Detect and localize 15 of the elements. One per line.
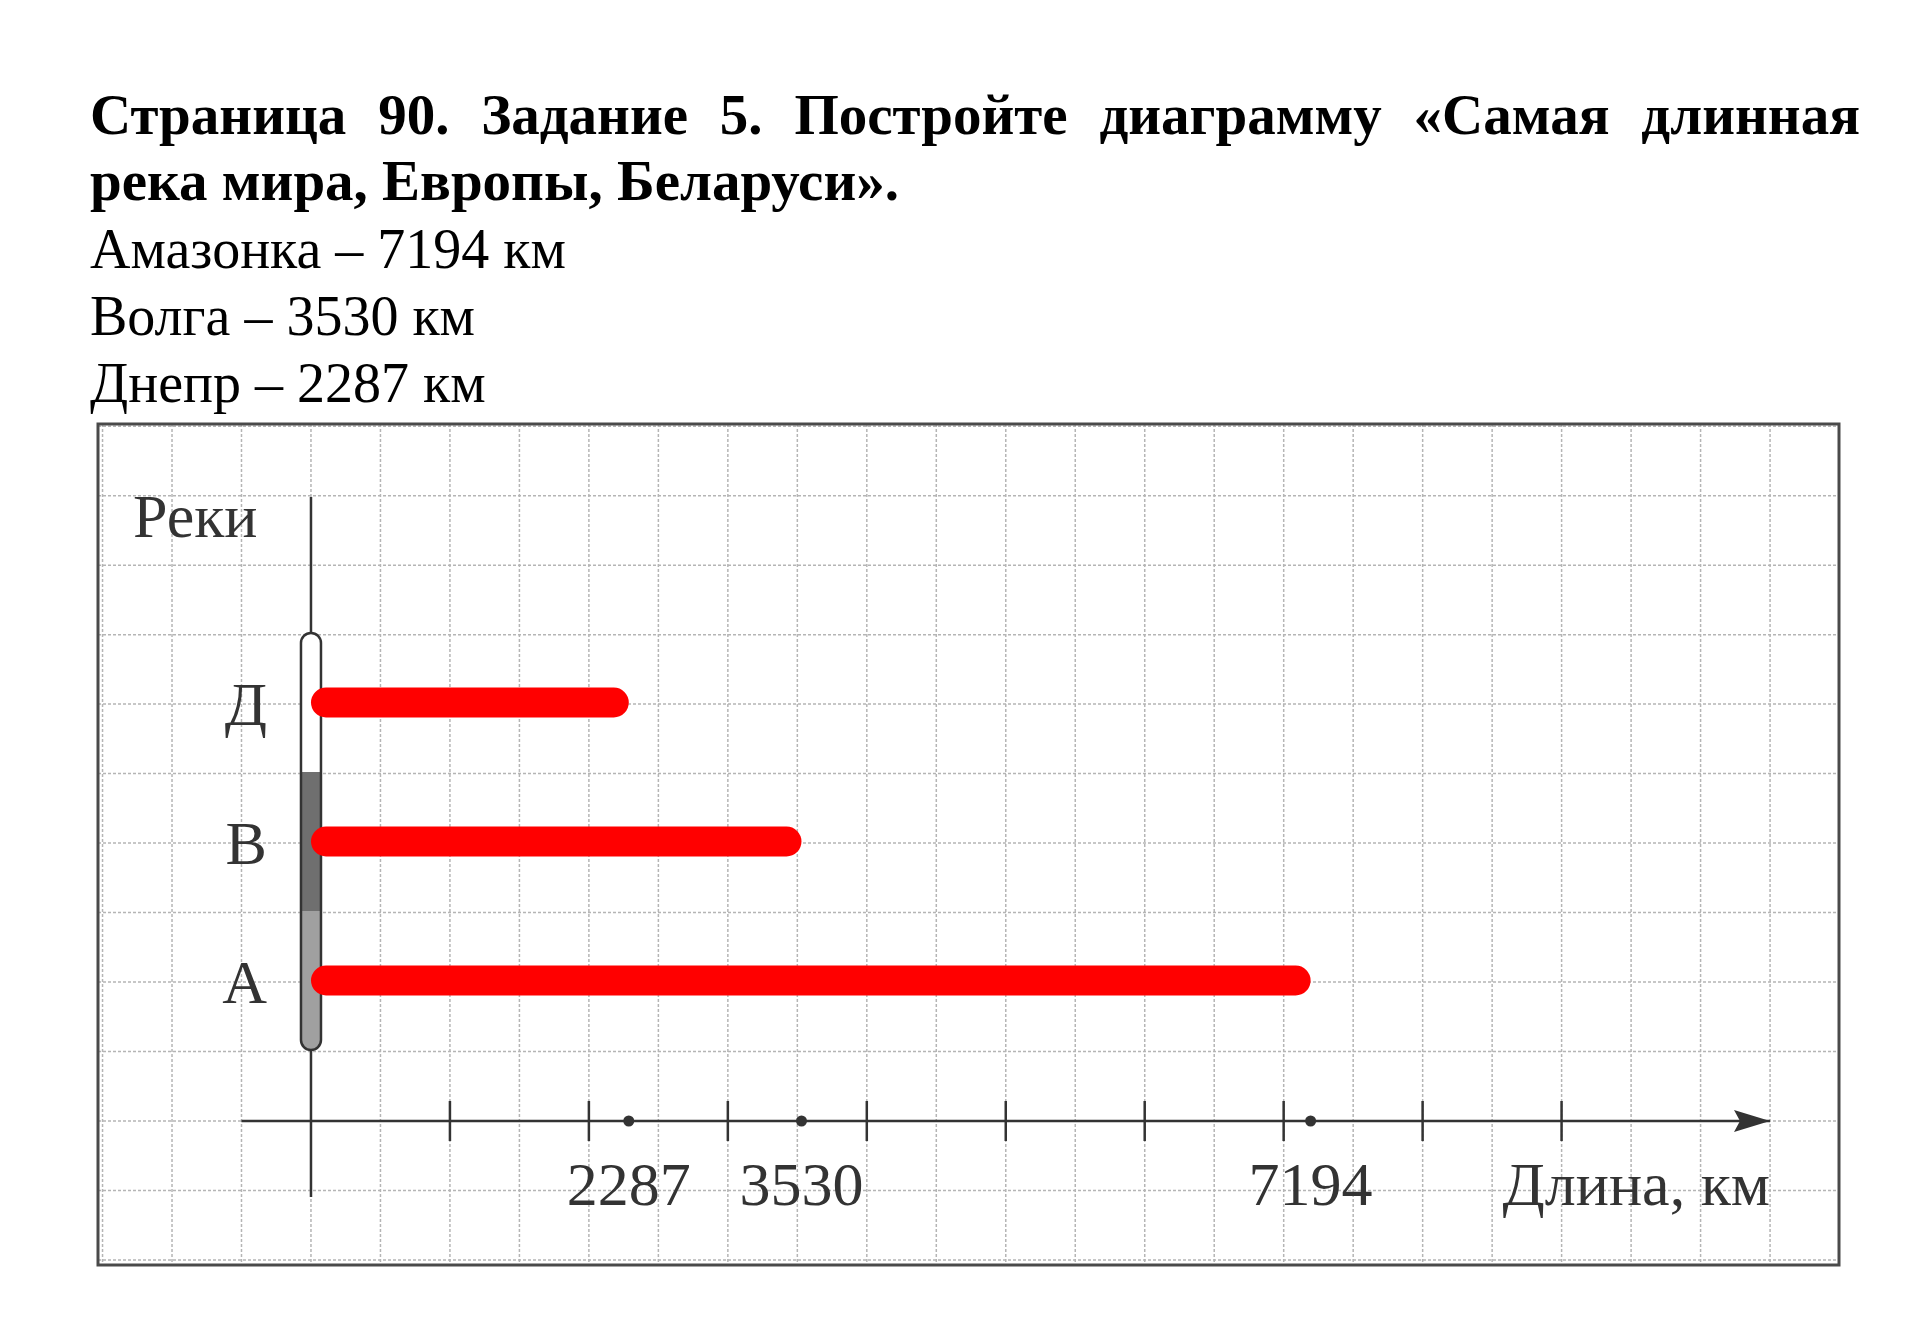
bar [310,826,802,857]
bar [310,965,1311,996]
text: Волга – 3530 км [90,284,476,349]
y-tick-label: Д [224,669,267,738]
x-tick-label: 7194 [1248,1150,1373,1218]
text: Днепр – 2287 км [90,351,486,416]
y-tick-label: В [225,808,267,877]
x-tick-label: 2287 [566,1150,691,1218]
y-tick-label: А [222,947,268,1016]
bar [310,687,629,718]
x-axis-title: Длина, км [1502,1150,1770,1218]
x-tick-label: 3530 [739,1150,864,1218]
y-axis-title: Реки [133,482,258,550]
chart-title: Страница 90. Задание 5. Постройте диаграмму «Самая длинная река мира, Европы, Беларуси». [90,82,1860,214]
text: Амазонка – 7194 км [90,217,566,282]
